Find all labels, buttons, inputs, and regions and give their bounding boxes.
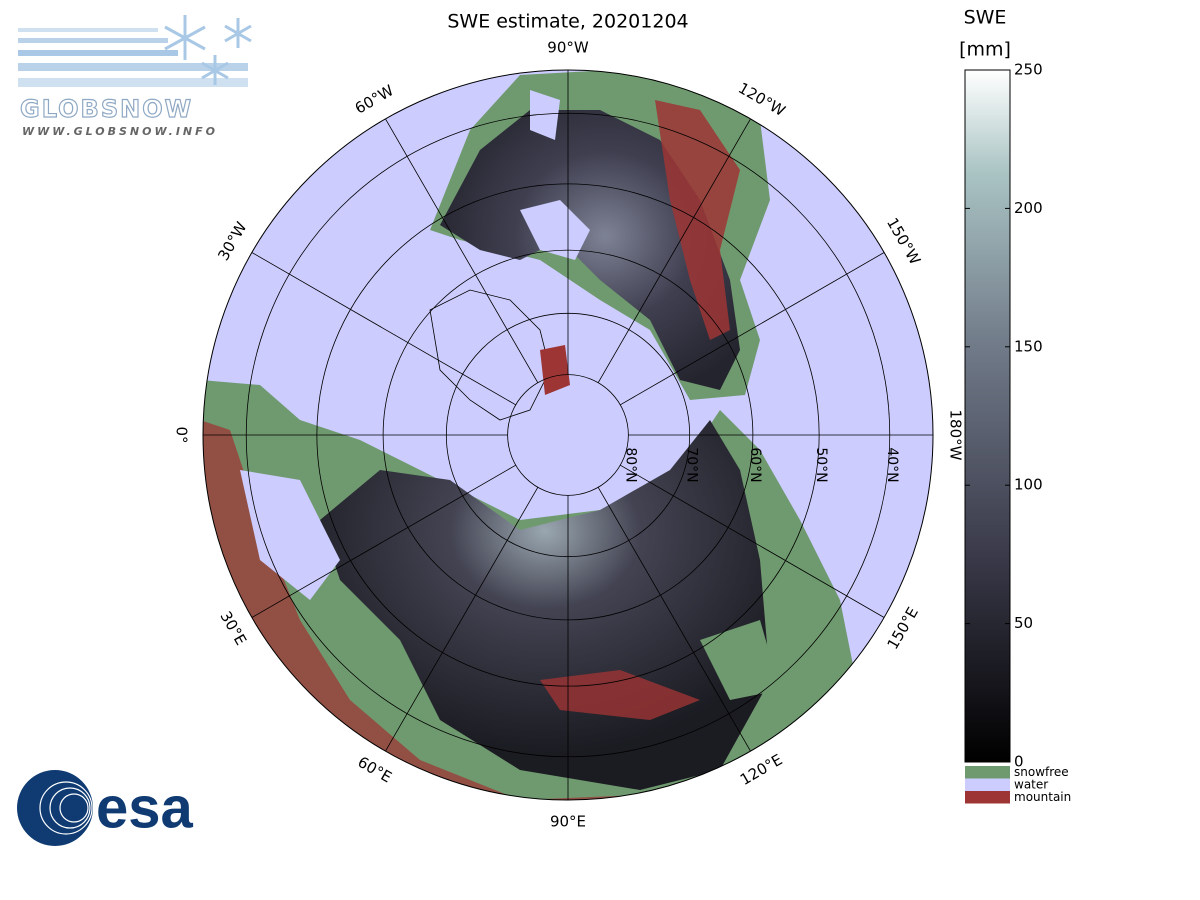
colorbar-tick-label: 250 [1014, 61, 1043, 79]
globsnow-url: WWW.GLOBSNOW.INFO [22, 125, 218, 138]
longitude-label: 60°W [352, 81, 397, 117]
legend-swatch [965, 791, 1010, 804]
longitude-label: 0° [173, 426, 191, 443]
longitude-label: 120°E [737, 751, 785, 789]
colorbar-label: SWE [964, 7, 1007, 29]
meridian-line [597, 118, 751, 383]
meridian-line [597, 487, 751, 752]
latitude-label: 70°N [684, 447, 700, 482]
colorbar-tick-label: 0 [1014, 753, 1024, 771]
longitude-label: 120°W [735, 79, 788, 120]
colorbar-ramp [964, 69, 1011, 763]
latitude-label: 40°N [884, 447, 900, 482]
longitude-label: 150°E [884, 604, 922, 652]
longitude-label: 30°W [214, 219, 250, 264]
legend-label: mountain [1014, 790, 1071, 804]
latitude-label: 60°N [747, 447, 763, 482]
colorbar-tick-label: 50 [1014, 614, 1033, 632]
longitude-label: 60°E [355, 753, 395, 787]
longitude-label: 150°W [883, 215, 924, 268]
latitude-label: 50°N [813, 447, 829, 482]
esa-logo: esa [17, 770, 194, 846]
legend-swatch [965, 766, 1010, 779]
colorbar-unit: [mm] [959, 39, 1011, 61]
map-title: SWE estimate, 20201204 [447, 11, 688, 33]
longitude-label: 90°E [550, 813, 586, 831]
meridian-line [620, 464, 885, 618]
globsnow-logo: GLOBSNOW WWW.GLOBSNOW.INFO [18, 15, 252, 138]
meridian-line [385, 487, 539, 752]
meridian-line [251, 252, 516, 406]
meridian-line [620, 252, 885, 406]
meridian-line [385, 118, 539, 383]
legend-label: water [1014, 778, 1048, 792]
colorbar: SWE [mm] 0 50 100 150 200 250 snowfreewatermou… [959, 7, 1071, 805]
colorbar-tick-label: 150 [1014, 337, 1043, 355]
meridian-line [251, 464, 516, 618]
colorbar-tick-label: 100 [1014, 476, 1043, 494]
globsnow-text: GLOBSNOW [20, 95, 193, 123]
longitude-label: 90°W [547, 39, 589, 57]
longitude-label: 180°W [947, 410, 965, 461]
legend-label: snowfree [1014, 765, 1069, 779]
colorbar-tick-label: 200 [1014, 199, 1043, 217]
latitude-label: 80°N [622, 447, 638, 482]
longitude-label: 30°E [216, 608, 250, 648]
map-border [202, 69, 934, 801]
legend-swatch [965, 778, 1010, 791]
esa-text: esa [96, 775, 194, 840]
polar-map: 80°N 70°N 60°N 50°N 40°N 90°W 120°W 150°W 180°W 1… [173, 39, 965, 831]
